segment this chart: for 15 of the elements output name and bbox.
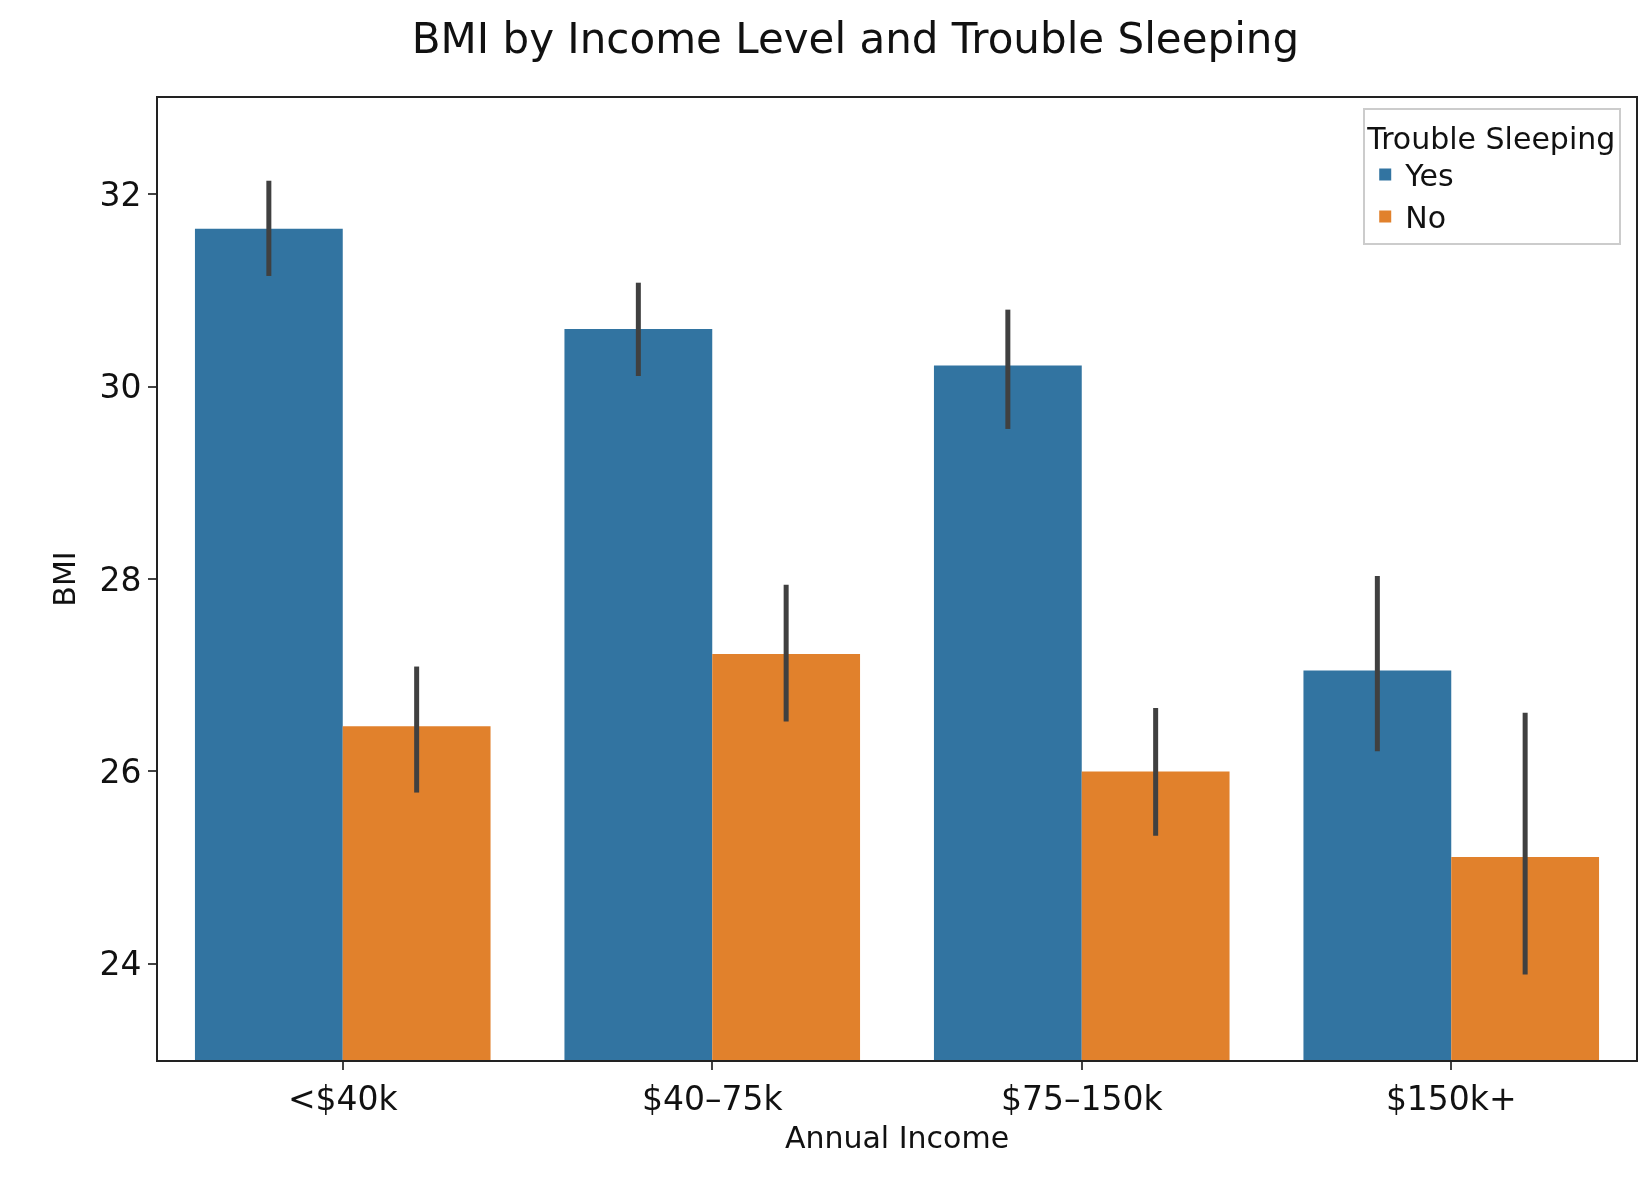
y-axis-title: BMI <box>46 551 82 607</box>
legend-title: Trouble Sleeping <box>1366 120 1616 156</box>
y-tick-label: 26 <box>99 751 142 791</box>
x-tick-label: $75–150k <box>1000 1078 1164 1118</box>
y-tick-label: 28 <box>99 559 142 599</box>
y-tick-label: 24 <box>99 944 142 984</box>
legend-label: Yes <box>1404 158 1454 194</box>
x-tick-label: <$40k <box>287 1078 399 1118</box>
x-tick-label: $150k+ <box>1385 1078 1517 1118</box>
x-axis-title: Annual Income <box>784 1119 1010 1155</box>
x-tick-label: $40–75k <box>641 1078 784 1118</box>
y-tick-label: 32 <box>99 174 142 214</box>
y-tick-label: 30 <box>99 367 142 407</box>
chart-title: BMI by Income Level and Trouble Sleeping <box>411 14 1300 64</box>
legend-label: No <box>1405 200 1447 236</box>
